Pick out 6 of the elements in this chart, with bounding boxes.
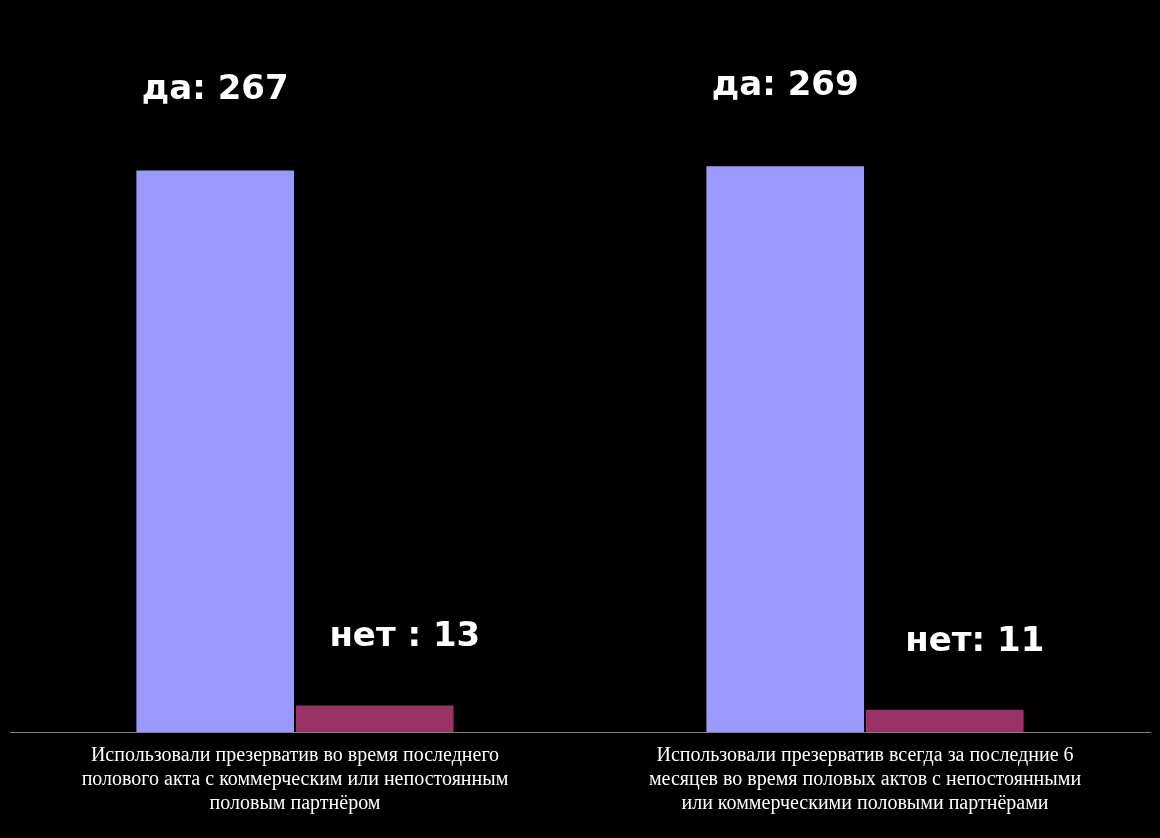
data-label: нет: 11 xyxy=(905,618,1045,659)
data-label: да: 269 xyxy=(711,63,859,104)
data-label: да: 267 xyxy=(141,67,289,108)
x-tick-label: Использовали презерватив всегда за последние 6 месяцев во время половых актов с непостоянными или коммерческими половыми партнёрами xyxy=(648,743,1082,815)
data-label: нет : 13 xyxy=(329,614,481,655)
x-tick-label: Использовали презерватив во время последнего полового акта с коммерческим или непостоянным половым партнёром xyxy=(81,743,509,815)
